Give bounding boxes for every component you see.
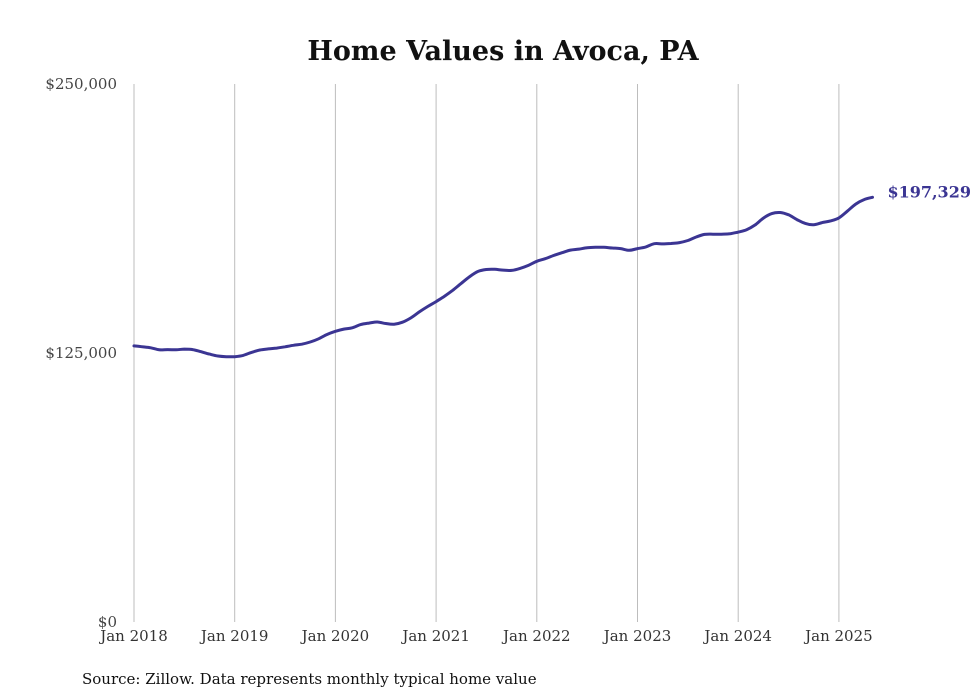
y-axis-ticks: $0 $125,000 $250,000 <box>45 75 117 631</box>
y-tick-label: $250,000 <box>45 75 117 93</box>
x-axis-ticks: Jan 2018 Jan 2019 Jan 2020 Jan 2021 Jan 2022… <box>98 627 872 645</box>
x-tick-label: Jan 2019 <box>199 627 269 645</box>
x-tick-label: Jan 2024 <box>702 627 772 645</box>
x-tick-label: Jan 2021 <box>400 627 470 645</box>
home-value-line <box>132 195 874 359</box>
x-tick-label: Jan 2022 <box>501 627 571 645</box>
x-tick-label: Jan 2020 <box>300 627 370 645</box>
x-tick-label: Jan 2018 <box>98 627 168 645</box>
x-tick-label: Jan 2025 <box>803 627 873 645</box>
gridlines <box>133 84 840 622</box>
y-tick-label: $0 <box>98 613 117 631</box>
y-tick-label: $125,000 <box>45 344 117 362</box>
x-tick-label: Jan 2023 <box>602 627 672 645</box>
chart-title: Home Values in Avoca, PA <box>307 36 699 67</box>
latest-value-label: $197,329 <box>887 182 971 201</box>
source-note: Source: Zillow. Data represents monthly … <box>82 670 537 688</box>
